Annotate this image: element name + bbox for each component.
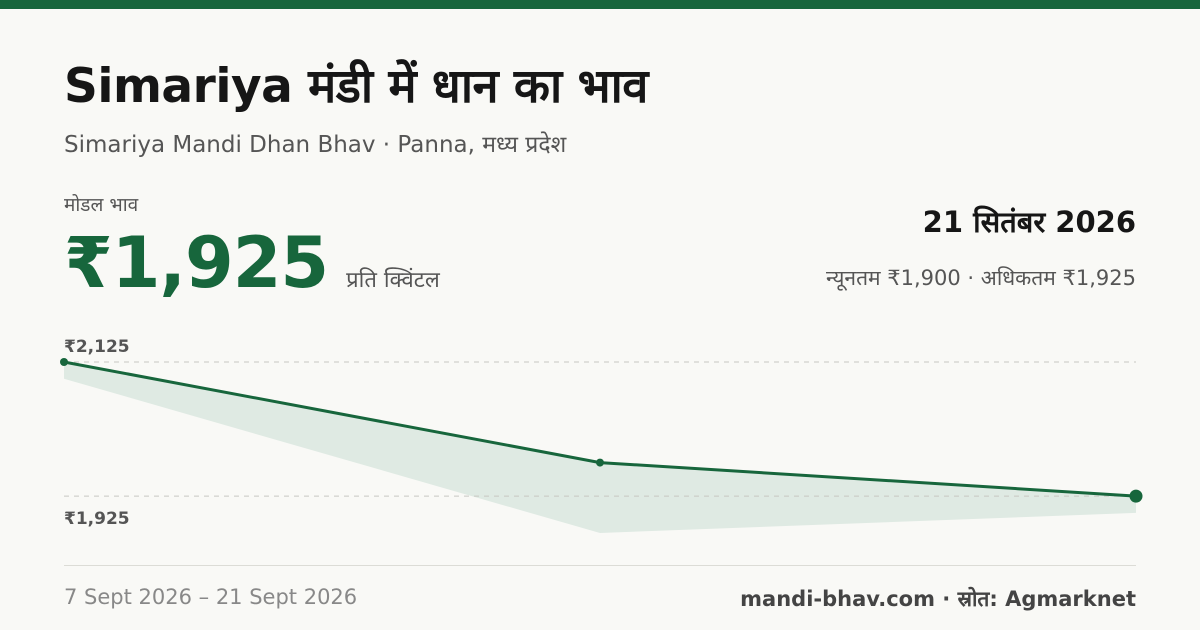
data-point xyxy=(596,458,604,467)
model-price-label: मोडल भाव xyxy=(64,194,139,216)
price-range-band xyxy=(64,362,1136,533)
price-row: ₹1,925 प्रति क्विंटल xyxy=(64,222,440,304)
page-title: Simariya मंडी में धान का भाव xyxy=(64,59,648,114)
price-unit: प्रति क्विंटल xyxy=(346,268,440,293)
price-date: 21 सितंबर 2026 xyxy=(922,205,1136,239)
y-label-bottom: ₹1,925 xyxy=(64,509,130,529)
price-trend-chart: ₹2,125 ₹1,925 xyxy=(60,337,1143,533)
y-label-top: ₹2,125 xyxy=(64,337,130,357)
footer-divider xyxy=(64,565,1136,566)
source-credit: mandi-bhav.com · स्रोत: Agmarknet xyxy=(740,587,1136,611)
model-price-value: ₹1,925 xyxy=(64,222,329,304)
min-max-price: न्यूनतम ₹1,900 · अधिकतम ₹1,925 xyxy=(826,266,1136,290)
date-range: 7 Sept 2026 – 21 Sept 2026 xyxy=(64,585,358,609)
page-subtitle: Simariya Mandi Dhan Bhav · Panna, मध्य प… xyxy=(64,132,567,158)
data-point xyxy=(1129,489,1143,503)
data-point xyxy=(60,358,68,366)
top-accent-bar xyxy=(0,0,1200,9)
